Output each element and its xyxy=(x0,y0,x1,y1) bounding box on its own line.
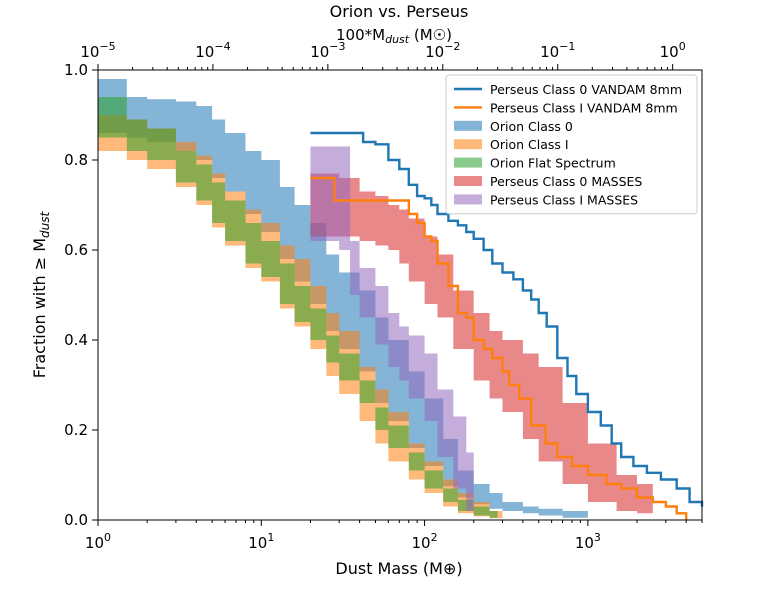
band-orion-class-0 xyxy=(98,79,588,520)
axes-layer: 100 101 102 103 10−5 10−4 10−3 10−2 10−1 100 0.0 0.… xyxy=(64,40,703,552)
legend-label-orion-flat-spectrum: Orion Flat Spectrum xyxy=(490,156,616,171)
line-perseus-class-0-vandam-8mm xyxy=(310,131,704,507)
legend-label-perseus-class-0-masses: Perseus Class 0 MASSES xyxy=(490,174,642,189)
x-tick-label: 102 xyxy=(412,531,438,552)
legend-label-perseus-class-0-vandam-8mm: Perseus Class 0 VANDAM 8mm xyxy=(490,82,682,97)
top-x-tick-label: 10−4 xyxy=(195,40,230,61)
bands-layer xyxy=(98,79,653,520)
x-tick-label: 100 xyxy=(85,531,111,552)
legend-label-perseus-class-i-masses: Perseus Class I MASSES xyxy=(490,192,638,207)
y-tick-label: 0.4 xyxy=(64,331,88,349)
line-perseus-class-i-vandam-8mm xyxy=(310,176,688,520)
top-x-tick-label: 10−2 xyxy=(425,40,460,61)
legend-box xyxy=(445,74,698,215)
legend-swatch-perseus-class-0-masses xyxy=(454,176,482,186)
band-orion-flat-spectrum xyxy=(98,97,498,520)
legend-swatch-orion-class-0 xyxy=(454,120,482,131)
y-tick-label: 1.0 xyxy=(64,61,88,79)
y-tick-label: 0.0 xyxy=(64,511,88,529)
legend: Perseus Class 0 VANDAM 8mm Perseus Class … xyxy=(445,74,698,215)
x-tick-label: 101 xyxy=(248,531,274,552)
top-x-axis-label: 100*Mdust (M☉) xyxy=(336,26,452,46)
band-perseus-class-0-masses xyxy=(310,173,653,516)
y-tick-label: 0.6 xyxy=(64,241,88,259)
x-tick-label: 103 xyxy=(575,531,601,552)
legend-swatch-perseus-class-i-masses xyxy=(454,194,482,205)
lines-layer xyxy=(310,131,704,520)
legend-label-orion-class-i: Orion Class I xyxy=(490,137,569,152)
y-tick-label: 0.2 xyxy=(64,421,88,439)
plot-frame xyxy=(97,69,703,521)
x-axis-label: Dust Mass (M⊕) xyxy=(335,559,462,578)
legend-label-perseus-class-i-vandam-8mm: Perseus Class I VANDAM 8mm xyxy=(490,100,678,115)
top-x-tick-label: 100 xyxy=(660,40,686,61)
legend-label-orion-class-0: Orion Class 0 xyxy=(490,119,573,134)
y-axis-label: Fraction with ≥ Mdust xyxy=(30,210,52,378)
chart-title: Orion vs. Perseus xyxy=(330,2,469,21)
top-x-tick-label: 10−5 xyxy=(80,40,115,61)
top-x-tick-label: 10−1 xyxy=(540,40,575,61)
y-tick-label: 0.8 xyxy=(64,151,88,169)
band-perseus-class-i-masses xyxy=(310,146,474,520)
top-x-tick-label: 10−3 xyxy=(310,40,345,61)
legend-swatch-orion-flat-spectrum xyxy=(454,157,482,168)
legend-swatch-orion-class-i xyxy=(454,139,482,150)
